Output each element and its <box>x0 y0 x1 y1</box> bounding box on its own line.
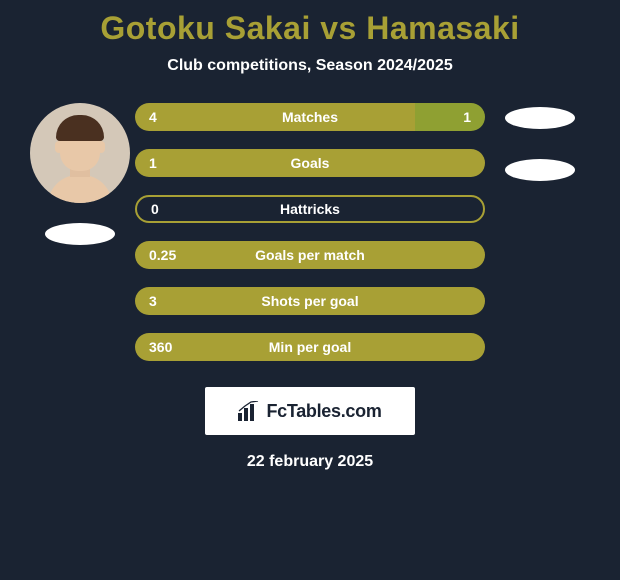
page-subtitle: Club competitions, Season 2024/2025 <box>0 57 620 75</box>
avatar-placeholder-illustration <box>30 103 130 203</box>
stat-bar-full-segment: 360 <box>135 333 485 361</box>
comparison-card: Gotoku Sakai vs Hamasaki Club competitio… <box>0 0 620 580</box>
stat-bar-row: 0Hattricks <box>135 195 485 223</box>
stat-bar-row: 3Shots per goal <box>135 287 485 315</box>
stat-bar-row: 41Matches <box>135 103 485 131</box>
stat-left-value: 1 <box>149 155 157 171</box>
stat-left-value: 0 <box>151 201 159 217</box>
stat-left-value: 4 <box>149 109 157 125</box>
brand-badge[interactable]: FcTables.com <box>205 387 415 435</box>
stat-bar-full-segment: 3 <box>135 287 485 315</box>
bar-chart-icon <box>238 401 260 421</box>
stat-bar-empty-segment: 0 <box>137 197 483 221</box>
stat-bar-right-segment: 1 <box>415 103 485 131</box>
stats-bar-list: 41Matches1Goals0Hattricks0.25Goals per m… <box>135 103 485 361</box>
stat-left-value: 3 <box>149 293 157 309</box>
stat-bar-row: 1Goals <box>135 149 485 177</box>
left-player-flag-badge <box>45 223 115 245</box>
stat-bar-row: 0.25Goals per match <box>135 241 485 269</box>
date-line: 22 february 2025 <box>0 453 620 471</box>
left-player-col <box>25 103 135 245</box>
stat-bar-row: 360Min per goal <box>135 333 485 361</box>
right-player-flag-badge-1 <box>505 107 575 129</box>
content-row: 41Matches1Goals0Hattricks0.25Goals per m… <box>0 103 620 361</box>
stat-bar-full-segment: 0.25 <box>135 241 485 269</box>
stat-left-value: 360 <box>149 339 172 355</box>
right-player-col <box>485 103 595 211</box>
stat-left-value: 0.25 <box>149 247 176 263</box>
stat-bar-left-segment: 4 <box>135 103 415 131</box>
stat-bar-full-segment: 1 <box>135 149 485 177</box>
brand-text: FcTables.com <box>266 401 381 422</box>
right-player-flag-badge-2 <box>505 159 575 181</box>
left-player-avatar <box>30 103 130 203</box>
page-title: Gotoku Sakai vs Hamasaki <box>0 10 620 47</box>
stat-right-value: 1 <box>463 109 471 125</box>
